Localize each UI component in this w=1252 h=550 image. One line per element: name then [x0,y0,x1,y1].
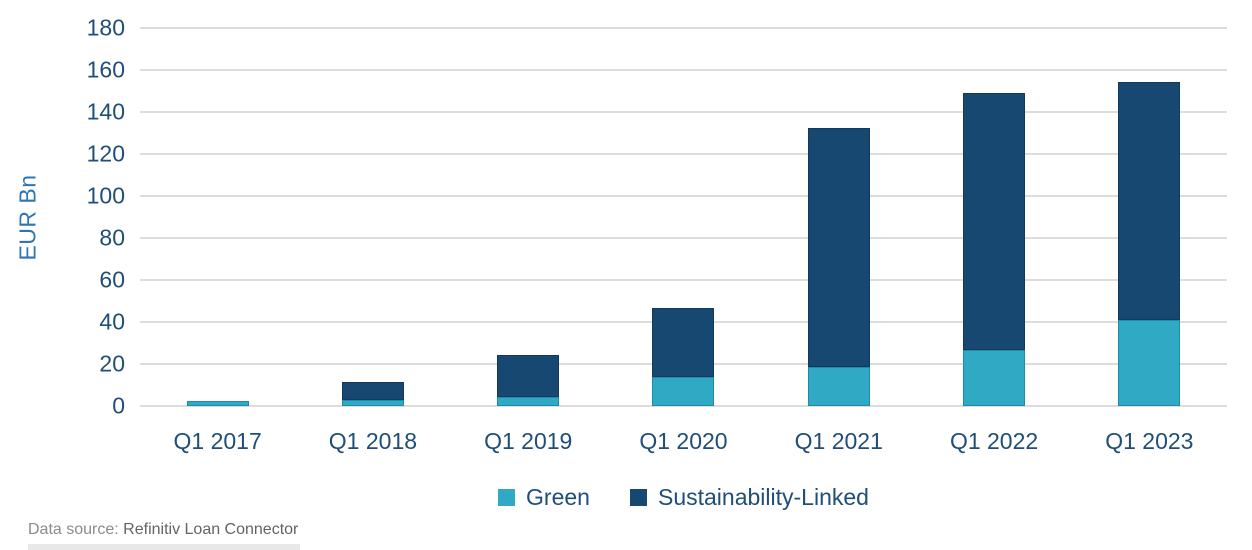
bar-segment-green [652,376,715,406]
legend-item-green: Green [498,484,590,511]
bar-segment-green [341,399,404,406]
y-axis-title: EUR Bn [8,28,48,406]
y-tick-label-0: 0 [112,392,125,419]
x-axis-label-q1-2022: Q1 2022 [949,428,1039,454]
legend-label-green: Green [526,484,590,510]
y-tick-label-80: 80 [99,224,125,251]
plot-area: 0 20 40 60 80 100 120 140 160 180 Q1 2017 Q1 2018 Q1… [87,15,1227,454]
bar-slot-q1-2022: Q1 2022 [916,28,1071,454]
bar-segment-green [1118,319,1181,406]
sustainability-linked-legend-swatch-icon [629,489,647,506]
gridline-y-180 [140,27,1227,29]
bar-stack-q1-2017 [186,400,249,406]
y-tick-label-120: 120 [86,140,125,167]
y-tick-label-40: 40 [99,308,125,335]
gridline-y-160 [140,69,1227,71]
legend-item-sustainability-linked: Sustainability-Linked [629,484,869,511]
legend: Green Sustainability-Linked [140,484,1227,511]
y-tick-label-140: 140 [86,98,125,125]
bar-segment-sustainability-linked [341,381,404,400]
x-axis-label-q1-2018: Q1 2018 [328,428,418,454]
x-axis-label-q1-2019: Q1 2019 [484,428,573,454]
data-source-value: Refinitiv Loan Connector [118,521,299,538]
x-axis-label-q1-2020: Q1 2020 [639,428,728,454]
green-legend-swatch-icon [498,489,516,506]
bar-stack-q1-2023 [1118,81,1181,406]
bar-slot-q1-2019: Q1 2019 [451,28,606,454]
x-axis-label-q1-2017: Q1 2017 [173,428,262,454]
y-tick-label-60: 60 [99,266,125,293]
x-axis-label-q1-2021: Q1 2021 [794,428,883,454]
legend-label-sustainability-linked: Sustainability-Linked [657,484,869,510]
gridline-y-100 [140,195,1227,197]
footer-divider [28,544,300,550]
bar-slot-q1-2017: Q1 2017 [140,28,295,454]
gridline-y-60 [140,279,1227,281]
bar-slot-q1-2023: Q1 2023 [1072,28,1227,454]
bar-stack-q1-2018 [341,381,404,406]
bar-slot-q1-2018: Q1 2018 [295,28,450,454]
data-source-note: Data source: Refinitiv Loan Connector [28,521,298,539]
bar-segment-sustainability-linked [652,308,715,377]
x-axis-label-q1-2023: Q1 2023 [1105,428,1194,454]
gridline-y-0 [140,405,1227,407]
bar-stack-q1-2019 [497,354,560,406]
y-tick-label-20: 20 [99,350,125,377]
bar-segment-green [186,400,249,406]
bar-stack-q1-2021 [807,127,870,406]
bar-segment-sustainability-linked [963,93,1026,351]
bar-segment-sustainability-linked [807,127,870,368]
y-tick-label-160: 160 [86,56,125,83]
gridline-y-80 [140,237,1227,239]
y-tick-label-180: 180 [86,14,125,41]
bar-stack-q1-2020 [652,308,715,406]
data-source-label: Data source: [28,521,119,538]
bar-segment-sustainability-linked [497,354,560,397]
gridline-y-140 [140,111,1227,113]
bar-slot-q1-2020: Q1 2020 [606,28,761,454]
bar-slot-q1-2021: Q1 2021 [761,28,916,454]
bar-segment-green [807,367,870,406]
gridline-y-120 [140,153,1227,155]
bar-segment-green [963,350,1026,406]
bar-segment-green [497,396,560,406]
y-tick-label-100: 100 [86,182,125,209]
bar-stack-q1-2022 [963,93,1026,406]
bar-segment-sustainability-linked [1118,81,1181,320]
